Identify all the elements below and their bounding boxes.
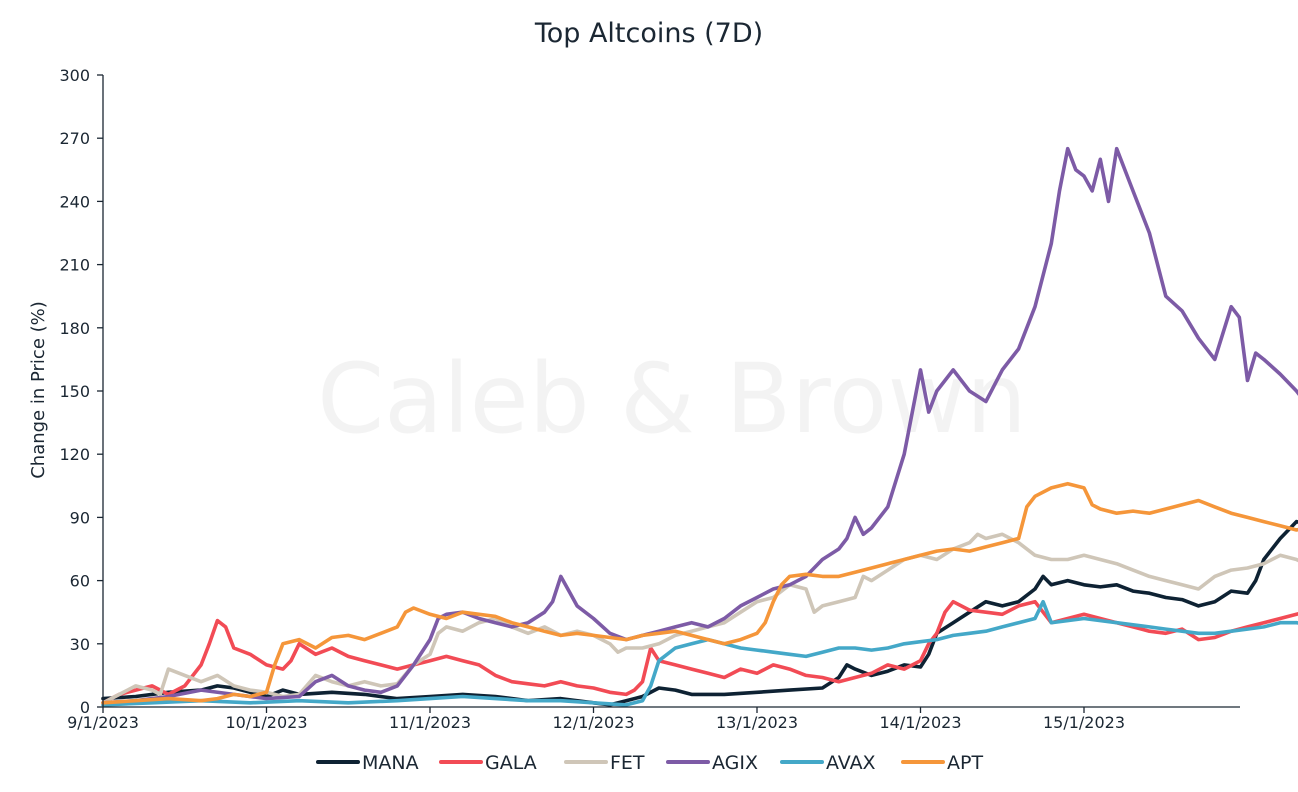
series-line-fet [101, 532, 1298, 705]
x-tick-label: 15/1/2023 [1043, 713, 1125, 732]
x-tick-label: 10/1/2023 [225, 713, 307, 732]
y-tick-label: 60 [70, 572, 90, 591]
x-tick-label: 12/1/2023 [552, 713, 634, 732]
legend-label-apt: APT [947, 752, 983, 774]
y-tick-label: 300 [59, 66, 90, 85]
y-tick-label: 30 [70, 635, 90, 654]
y-axis-ticks: 0 30 60 90 120 150 180 210 240 270 300 [59, 66, 103, 717]
watermark-text: Caleb & Brown [317, 343, 1027, 455]
legend: MANA GALA FET AGIX AVAX APT [316, 752, 983, 774]
x-tick-label: 13/1/2023 [716, 713, 798, 732]
chart-title: Top Altcoins (7D) [534, 18, 763, 49]
legend-label-avax: AVAX [826, 752, 876, 774]
series-lines [101, 146, 1298, 707]
series-line-apt [101, 481, 1298, 705]
y-axis-label: Change in Price (%) [28, 301, 49, 479]
series-line-agix [101, 146, 1298, 705]
x-axis-ticks: 9/1/2023 10/1/2023 11/1/2023 12/1/2023 13/1/… [67, 707, 1125, 732]
y-tick-label: 90 [70, 508, 90, 527]
x-tick-label: 11/1/2023 [389, 713, 471, 732]
legend-label-fet: FET [610, 752, 645, 774]
x-tick-label: 14/1/2023 [879, 713, 961, 732]
legend-label-mana: MANA [362, 752, 419, 774]
y-tick-label: 180 [59, 319, 90, 338]
y-tick-label: 150 [59, 382, 90, 401]
y-tick-label: 120 [59, 445, 90, 464]
x-tick-label: 9/1/2023 [67, 713, 139, 732]
series-line-avax [101, 599, 1298, 707]
legend-label-gala: GALA [485, 752, 537, 774]
y-tick-label: 210 [59, 256, 90, 275]
legend-label-agix: AGIX [712, 752, 758, 774]
series-line-mana [101, 519, 1298, 707]
series-line-gala [101, 599, 1298, 705]
y-tick-label: 240 [59, 192, 90, 211]
y-tick-label: 0 [80, 698, 90, 717]
y-tick-label: 270 [59, 129, 90, 148]
